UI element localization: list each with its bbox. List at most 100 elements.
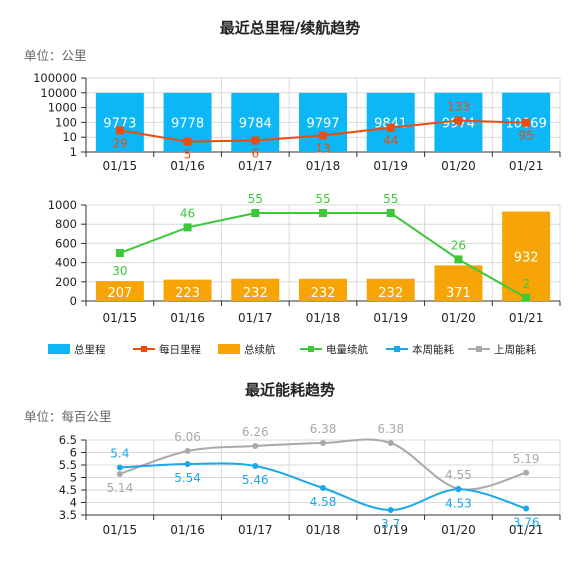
y-tick-label: 1000 (48, 198, 77, 212)
legend-item[interactable]: 电量续航 (300, 343, 368, 356)
y-tick-label: 6 (70, 446, 77, 460)
legend-marker (141, 346, 147, 352)
x-tick-label: 01/16 (170, 523, 205, 537)
data-point (387, 440, 394, 446)
data-label: 26 (451, 238, 466, 252)
mileage-title: 最近总里程/续航趋势 (220, 19, 360, 37)
data-label: 5.54 (174, 471, 201, 485)
bar-value-label: 9784 (239, 116, 272, 131)
data-point (319, 209, 327, 217)
bar (366, 278, 415, 301)
data-point (252, 443, 259, 449)
x-tick-label: 01/18 (306, 311, 341, 325)
data-point (251, 209, 260, 217)
data-point (455, 486, 462, 493)
bar (502, 211, 551, 301)
y-tick-label: 5 (70, 471, 77, 485)
y-tick-label: 3.5 (59, 508, 77, 522)
y-tick-label: 4.5 (59, 483, 77, 497)
bar-value-label: 9773 (103, 116, 136, 131)
legend-label: 总里程 (74, 343, 106, 356)
y-tick-label: 1 (70, 145, 77, 159)
data-label: 2 (522, 277, 530, 291)
bar-value-label: 232 (378, 286, 403, 301)
range-chart: 0 200 400 600 800 1000 01/15 01/16 01/17 01/18 01/… (48, 192, 561, 325)
data-point (387, 507, 394, 513)
legend-label: 电量续航 (326, 343, 368, 356)
x-tick-label: 01/21 (509, 159, 544, 173)
data-point (251, 136, 260, 145)
legend-label: 总续航 (244, 343, 276, 356)
data-point (523, 505, 530, 512)
x-tick-label: 01/19 (373, 159, 408, 173)
data-point (523, 469, 530, 476)
data-label: 6 (251, 146, 259, 160)
bar-value-label: 232 (311, 286, 336, 301)
data-point (320, 485, 326, 491)
bar-value-label: 371 (446, 286, 471, 301)
y-tick-label: 5.5 (59, 458, 77, 472)
data-label: 6.38 (310, 422, 337, 436)
y-tick-label: 800 (55, 217, 77, 231)
data-label: 55 (248, 192, 263, 206)
x-tick-label: 01/15 (103, 159, 138, 173)
legend-label: 上周能耗 (494, 343, 536, 356)
legend-marker (476, 346, 482, 352)
data-label: 13 (315, 142, 330, 156)
legend-item[interactable]: 上周能耗 (468, 343, 536, 356)
data-point (454, 116, 463, 125)
y-tick-label: 10 (62, 130, 77, 144)
data-point (386, 123, 395, 132)
energy-title: 最近能耗趋势 (245, 381, 335, 399)
legend-item[interactable]: 总里程 (48, 343, 106, 356)
x-tick-label: 01/17 (238, 311, 273, 325)
data-label: 133 (447, 100, 470, 114)
data-point (184, 461, 191, 467)
data-label: 5.14 (106, 481, 133, 495)
data-label: 4.53 (445, 496, 472, 510)
legend[interactable]: 总里程 每日里程 总续航 电量续航 本周能耗 上周能耗 (48, 343, 536, 356)
data-label: 46 (180, 206, 195, 220)
data-point (115, 249, 124, 257)
data-label: 44 (383, 134, 398, 148)
data-label: 4.58 (310, 495, 337, 509)
data-label: 5.19 (513, 452, 540, 466)
x-tick-label: 01/20 (441, 311, 476, 325)
data-label: 6.26 (242, 425, 269, 439)
data-point (116, 471, 123, 477)
y-tick-label: 400 (55, 256, 77, 270)
y-tick-label: 0 (70, 294, 77, 308)
bar (434, 265, 483, 301)
legend-marker (394, 346, 400, 352)
legend-item[interactable]: 每日里程 (133, 343, 201, 356)
y-tick-label: 1000 (48, 101, 77, 115)
bar-value-label: 223 (175, 286, 200, 301)
x-tick-label: 01/21 (509, 311, 544, 325)
legend-swatch (48, 344, 70, 354)
data-label: 4.55 (445, 468, 472, 482)
legend-label: 本周能耗 (412, 343, 454, 356)
bar (231, 278, 280, 301)
y-tick-label: 4 (70, 496, 77, 510)
legend-swatch (218, 344, 240, 354)
energy-chart: 3.544.555.566.501/15 01/16 01/17 01/18 01/19… (59, 422, 561, 537)
legend-item[interactable]: 本周能耗 (386, 343, 454, 356)
data-point (320, 440, 326, 446)
x-tick-label: 01/18 (306, 523, 341, 537)
data-label: 30 (112, 264, 127, 278)
data-point (522, 293, 531, 302)
data-point (183, 137, 192, 146)
data-label: 55 (383, 192, 398, 206)
data-point (252, 463, 259, 469)
data-point (115, 126, 124, 135)
legend-item[interactable]: 总续航 (218, 343, 276, 356)
data-label: 6.06 (174, 430, 201, 444)
y-tick-label: 200 (55, 275, 77, 289)
data-point (386, 209, 395, 217)
data-label: 5 (184, 148, 192, 162)
data-point (319, 131, 327, 140)
data-label: 55 (315, 192, 330, 206)
